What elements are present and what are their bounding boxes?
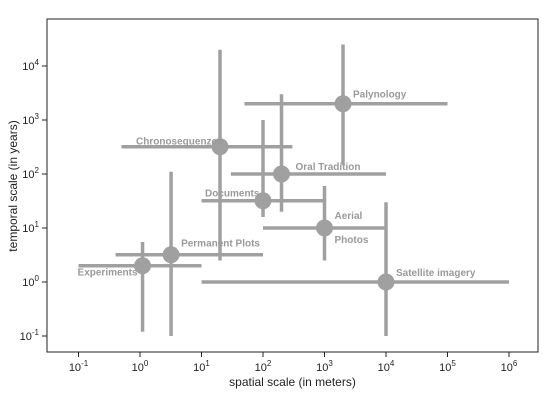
point-label-permanent-plots: Permanent Plots <box>181 239 260 250</box>
point-label-oral-tradition: Oral Tradition <box>296 162 361 173</box>
y-axis-label: temporal scale (in years) <box>6 120 20 251</box>
point-markers <box>134 95 395 291</box>
range-bars <box>78 44 509 336</box>
x-axis-ticks: 10-1 100 101 102 103 104 105 106 <box>69 352 518 374</box>
x-tick-label-4: 104 <box>378 359 395 374</box>
x-tick-label-3: 103 <box>316 359 333 374</box>
point-labels: Experiments Permanent Plots Documents Chron… <box>78 90 476 279</box>
x-tick-label-0: 100 <box>132 359 149 374</box>
point-label-satellite-imagery: Satellite imagery <box>396 268 476 279</box>
x-axis-label: spatial scale (in meters) <box>229 375 356 389</box>
y-tick-label-2: 102 <box>22 166 39 181</box>
x-tick-label--1: 10-1 <box>69 359 89 374</box>
point-label-palynology: Palynology <box>353 90 407 101</box>
point-label-chronosequenzes: Chronosequenzes <box>136 137 223 148</box>
x-tick-label-5: 105 <box>439 359 456 374</box>
x-tick-label-1: 101 <box>193 359 210 374</box>
x-tick-label-2: 102 <box>255 359 272 374</box>
point-chronosequenzes <box>211 138 229 156</box>
point-permanent-plots <box>162 246 180 264</box>
point-palynology <box>334 95 352 113</box>
point-experiments <box>134 257 152 275</box>
point-aerial-photos <box>316 219 333 237</box>
point-documents <box>254 192 272 210</box>
point-oral-tradition <box>273 165 291 183</box>
y-tick-label-1: 101 <box>22 220 39 235</box>
plot-area-frame <box>46 18 539 353</box>
point-label-aerial-photos-line-2: Photos <box>335 235 369 246</box>
x-tick-label-6: 106 <box>501 359 518 374</box>
y-tick-label--1: 10-1 <box>20 328 40 343</box>
y-tick-label-4: 104 <box>22 58 39 73</box>
y-axis-ticks: 10-1 100 101 102 103 104 <box>20 58 47 343</box>
point-satellite-imagery <box>377 273 395 291</box>
point-label-experiments: Experiments <box>78 268 138 279</box>
point-label-aerial-photos-line-1: Aerial <box>335 211 363 222</box>
point-label-documents: Documents <box>205 189 260 200</box>
y-tick-label-0: 100 <box>22 274 39 289</box>
y-tick-label-3: 103 <box>22 112 39 127</box>
